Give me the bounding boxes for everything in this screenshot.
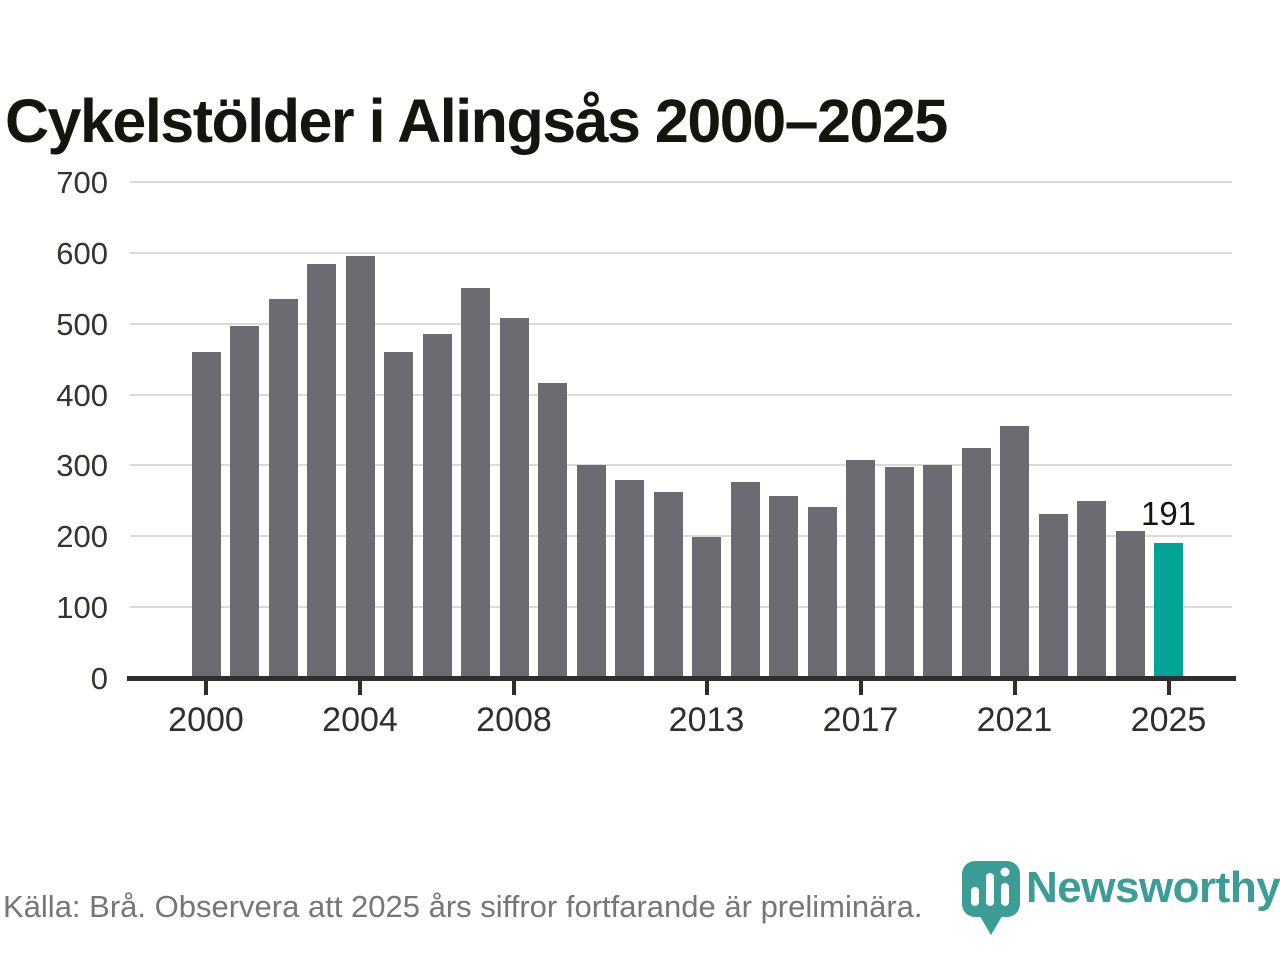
x-tick-label-2000: 2000	[168, 701, 244, 739]
bar-2005	[384, 352, 413, 678]
bar-2023	[1077, 500, 1106, 678]
y-tick-label-300: 300	[56, 448, 108, 484]
bar-2000	[191, 352, 221, 678]
bar-2019	[923, 465, 952, 678]
bar-2007	[461, 288, 490, 678]
x-tick-label-2004: 2004	[322, 701, 398, 739]
x-tick-2004	[358, 681, 362, 695]
y-tick-label-200: 200	[56, 519, 108, 555]
bar-2008	[499, 318, 529, 678]
bar-2013	[692, 536, 721, 678]
gridline-700	[130, 181, 1232, 183]
y-tick-label-700: 700	[56, 165, 108, 200]
bar-2001	[230, 325, 259, 678]
bar-2015	[769, 495, 798, 678]
gridline-300	[130, 464, 1232, 467]
source-note: Källa: Brå. Observera att 2025 års siffr…	[3, 889, 923, 924]
x-tick-2013	[704, 681, 709, 695]
bar-2025	[1154, 542, 1183, 678]
bar-2020	[961, 447, 991, 678]
x-tick-2008	[512, 681, 516, 695]
bar-2011	[615, 479, 644, 678]
bar-2016	[807, 507, 837, 678]
bar-2004	[345, 256, 375, 678]
x-tick-label-2013: 2013	[668, 701, 745, 739]
x-tick-label-2017: 2017	[822, 701, 899, 739]
bar-2010	[576, 465, 606, 678]
newsworthy-pin-bar-chart-icon	[960, 860, 1022, 941]
highlight-value-label: 191	[1140, 494, 1197, 532]
x-axis-line	[127, 676, 1236, 681]
bar-2009	[538, 382, 567, 678]
gridline-500	[130, 322, 1232, 325]
y-tick-label-100: 100	[56, 590, 108, 626]
gridline-400	[130, 393, 1232, 396]
bar-2022	[1038, 513, 1068, 678]
bar-2003	[307, 264, 336, 678]
y-tick-label-500: 500	[56, 306, 108, 342]
bar-2012	[653, 491, 683, 678]
y-tick-label-0: 0	[90, 661, 108, 696]
y-tick-label-400: 400	[56, 377, 108, 413]
chart-title: Cykelstölder i Alingsås 2000–2025	[5, 86, 948, 155]
x-tick-2021	[1012, 681, 1017, 695]
bar-2024	[1115, 531, 1145, 678]
bar-2006	[422, 334, 452, 678]
x-tick-2017	[858, 681, 863, 695]
x-tick-label-2008: 2008	[476, 701, 552, 739]
gridline-600	[130, 251, 1232, 254]
bar-2014	[730, 481, 760, 678]
x-tick-label-2025: 2025	[1130, 701, 1207, 739]
x-tick-label-2021: 2021	[976, 701, 1053, 739]
y-tick-label-600: 600	[56, 235, 108, 271]
newsworthy-brand-wordmark: Newsworthy	[1026, 863, 1280, 912]
bar-2017	[846, 460, 875, 678]
bar-2021	[1000, 426, 1029, 678]
bar-2018	[884, 466, 914, 678]
x-tick-2000	[204, 681, 208, 695]
x-tick-2025	[1166, 681, 1171, 695]
bar-2002	[268, 298, 298, 678]
